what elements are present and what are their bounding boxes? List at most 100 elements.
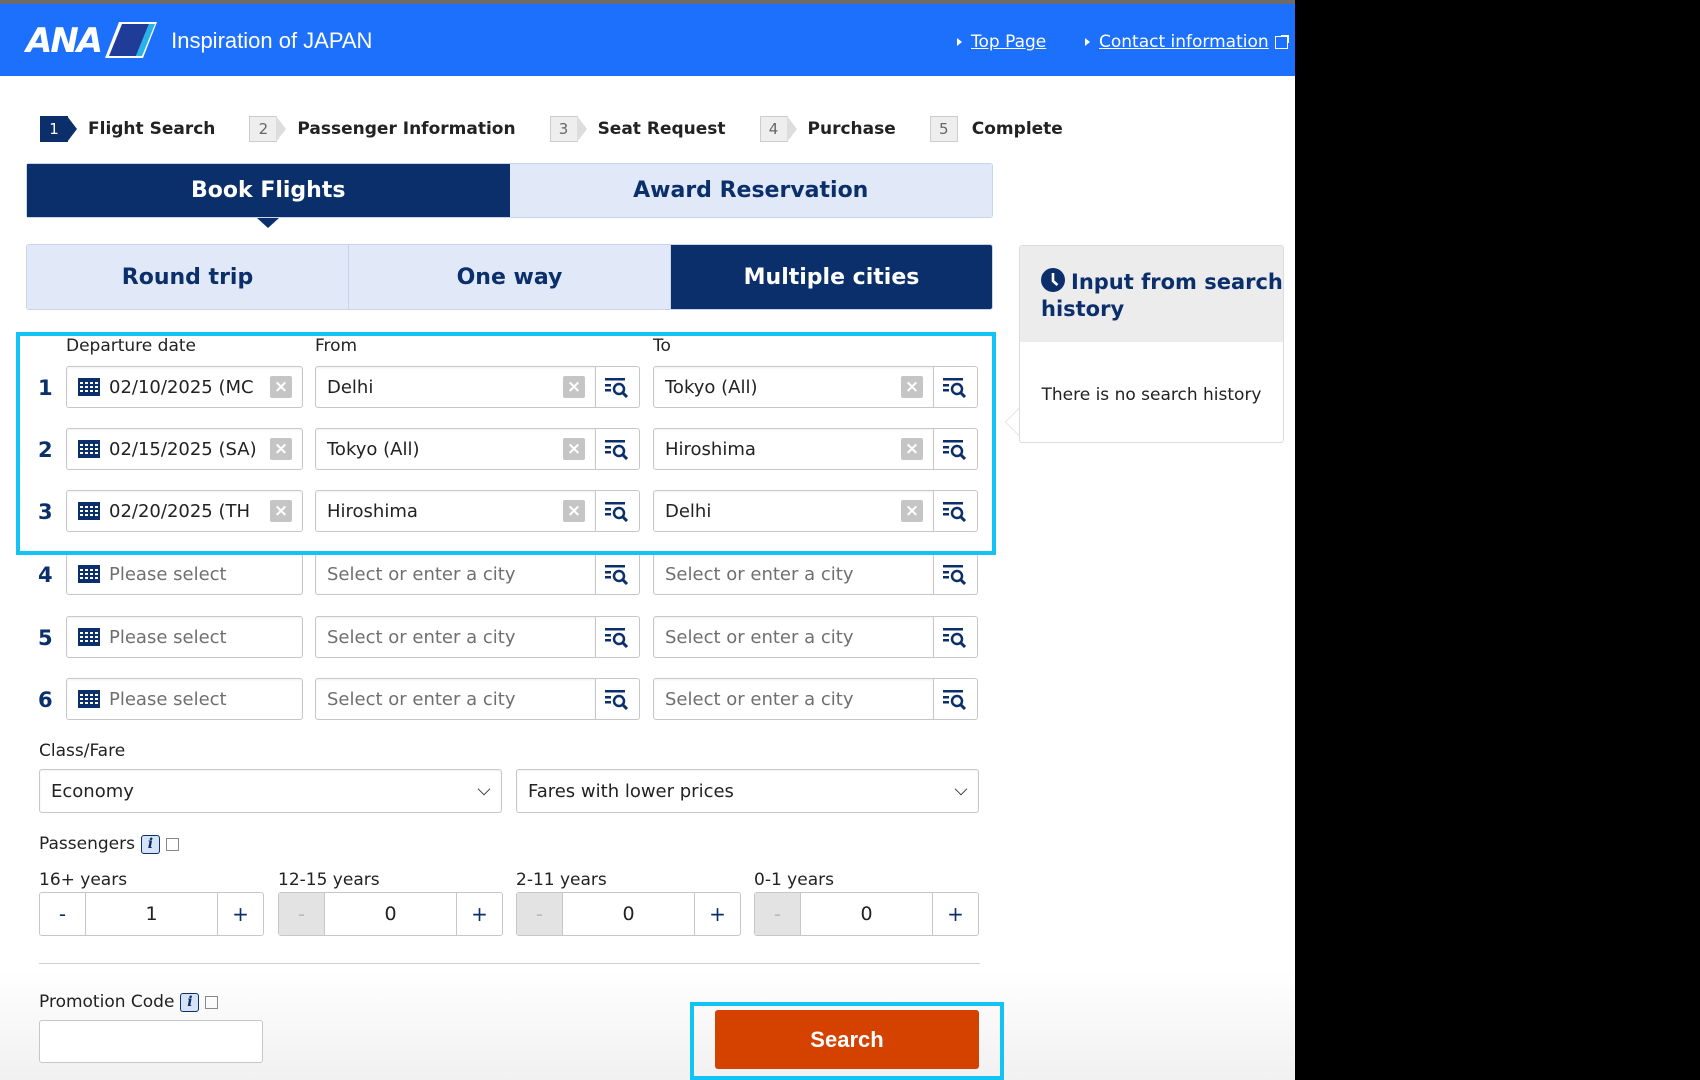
fare-select[interactable]: Fares with lower prices — [516, 769, 979, 813]
from-city-input[interactable]: Select or enter a city — [315, 678, 596, 720]
city-list-search-button[interactable] — [596, 428, 640, 470]
quantity-value[interactable]: 0 — [800, 893, 933, 935]
promotion-code-input[interactable] — [39, 1020, 263, 1063]
decrement-button[interactable]: - — [58, 902, 67, 926]
child-quantity-stepper: - 0 + — [516, 892, 741, 936]
step-label: Complete — [971, 119, 1063, 139]
info-icon[interactable]: i — [140, 834, 160, 854]
search-button[interactable]: Search — [715, 1010, 979, 1069]
clear-icon[interactable]: × — [901, 376, 923, 398]
ana-logo[interactable]: ANA Inspiration of JAPAN — [26, 21, 373, 61]
clear-icon[interactable]: × — [563, 438, 585, 460]
list-search-icon — [604, 440, 628, 460]
departure-date-input[interactable]: 02/20/2025 (TH × — [66, 490, 303, 532]
decrement-button[interactable]: - — [517, 893, 562, 935]
city-list-search-button[interactable] — [934, 428, 978, 470]
contact-information-link[interactable]: Contact information — [1085, 32, 1289, 52]
to-city-input[interactable]: Select or enter a city — [653, 553, 934, 595]
class-fare-label: Class/Fare — [39, 741, 126, 761]
triangle-right-icon — [1085, 38, 1090, 46]
departure-date-input[interactable]: 02/15/2025 (SA) × — [66, 428, 303, 470]
departure-date-input[interactable]: Please select — [66, 616, 303, 658]
info-icon[interactable]: i — [180, 992, 200, 1012]
decrement-button[interactable]: - — [279, 893, 324, 935]
youth-quantity-stepper: - 0 + — [278, 892, 503, 936]
city-list-search-button[interactable] — [934, 490, 978, 532]
increment-button[interactable]: + — [232, 902, 249, 926]
from-city-input[interactable]: Tokyo (All) × — [315, 428, 596, 470]
to-placeholder: Select or enter a city — [665, 688, 854, 710]
city-list-search-button[interactable] — [596, 366, 640, 408]
increment-button[interactable]: + — [947, 902, 964, 926]
to-city-input[interactable]: Tokyo (All) × — [653, 366, 934, 408]
from-city-input[interactable]: Select or enter a city — [315, 616, 596, 658]
departure-date-input[interactable]: Please select — [66, 678, 303, 720]
to-city-input[interactable]: Hiroshima × — [653, 428, 934, 470]
from-city-input[interactable]: Delhi × — [315, 366, 596, 408]
clear-icon[interactable]: × — [901, 438, 923, 460]
city-list-search-button[interactable] — [596, 678, 640, 720]
city-list-search-button[interactable] — [596, 553, 640, 595]
clear-icon[interactable]: × — [270, 438, 292, 460]
tagline: Inspiration of JAPAN — [171, 28, 373, 53]
clear-icon[interactable]: × — [270, 500, 292, 522]
departure-date-input[interactable]: Please select — [66, 553, 303, 595]
quantity-value[interactable]: 0 — [562, 893, 695, 935]
from-city-input[interactable]: Select or enter a city — [315, 553, 596, 595]
clear-icon[interactable]: × — [270, 376, 292, 398]
quantity-value[interactable]: 1 — [85, 893, 218, 935]
from-city-input[interactable]: Hiroshima × — [315, 490, 596, 532]
panel-pointer — [1005, 408, 1019, 436]
tab-one-way[interactable]: One way — [349, 245, 671, 309]
from-value: Delhi — [327, 376, 374, 398]
browser-top-edge — [0, 0, 1295, 4]
search-history-panel: Input from search history There is no se… — [1005, 245, 1284, 443]
step-complete: 5 Complete — [929, 116, 1063, 142]
to-city-input[interactable]: Delhi × — [653, 490, 934, 532]
passenger-group-label: 0-1 years — [754, 870, 834, 890]
passenger-group-label: 2-11 years — [516, 870, 607, 890]
list-search-icon — [942, 378, 966, 398]
city-list-search-button[interactable] — [934, 366, 978, 408]
booking-type-tabs: Book Flights Award Reservation — [26, 163, 993, 228]
departure-date-input[interactable]: 02/10/2025 (MC × — [66, 366, 303, 408]
search-history-header[interactable]: Input from search history — [1020, 246, 1283, 342]
class-select[interactable]: Economy — [39, 769, 502, 813]
clear-icon[interactable]: × — [563, 376, 585, 398]
external-link-icon — [205, 995, 219, 1009]
date-placeholder: Please select — [109, 688, 227, 710]
city-list-search-button[interactable] — [596, 616, 640, 658]
clear-icon[interactable]: × — [901, 500, 923, 522]
tab-round-trip[interactable]: Round trip — [27, 245, 349, 309]
tab-award-reservation[interactable]: Award Reservation — [509, 164, 992, 217]
step-seat-request: 3 Seat Request — [549, 116, 726, 142]
from-placeholder: Select or enter a city — [327, 688, 516, 710]
tab-book-flights[interactable]: Book Flights — [27, 164, 510, 228]
promotion-code-label: Promotion Code — [39, 992, 175, 1012]
chevron-down-icon — [954, 782, 968, 796]
top-page-link[interactable]: Top Page — [957, 32, 1046, 52]
progress-steps: 1 Flight Search 2 Passenger Information … — [40, 116, 1097, 142]
city-list-search-button[interactable] — [934, 678, 978, 720]
to-value: Delhi — [665, 500, 712, 522]
clear-icon[interactable]: × — [563, 500, 585, 522]
city-list-search-button[interactable] — [934, 616, 978, 658]
city-list-search-button[interactable] — [934, 553, 978, 595]
tab-multiple-cities[interactable]: Multiple cities — [671, 245, 992, 309]
segment-number: 4 — [38, 563, 53, 587]
promotion-code-heading: Promotion Code i — [39, 992, 219, 1012]
date-placeholder: Please select — [109, 563, 227, 585]
passenger-group-label: 16+ years — [39, 870, 128, 890]
infant-quantity-stepper: - 0 + — [754, 892, 979, 936]
to-city-input[interactable]: Select or enter a city — [653, 678, 934, 720]
divider — [39, 963, 980, 964]
to-city-input[interactable]: Select or enter a city — [653, 616, 934, 658]
quantity-value[interactable]: 0 — [324, 893, 457, 935]
increment-button[interactable]: + — [709, 902, 726, 926]
calendar-icon — [78, 378, 100, 396]
decrement-button[interactable]: - — [755, 893, 800, 935]
from-label: From — [315, 336, 358, 356]
city-list-search-button[interactable] — [596, 490, 640, 532]
increment-button[interactable]: + — [471, 902, 488, 926]
step-number: 3 — [549, 116, 587, 142]
